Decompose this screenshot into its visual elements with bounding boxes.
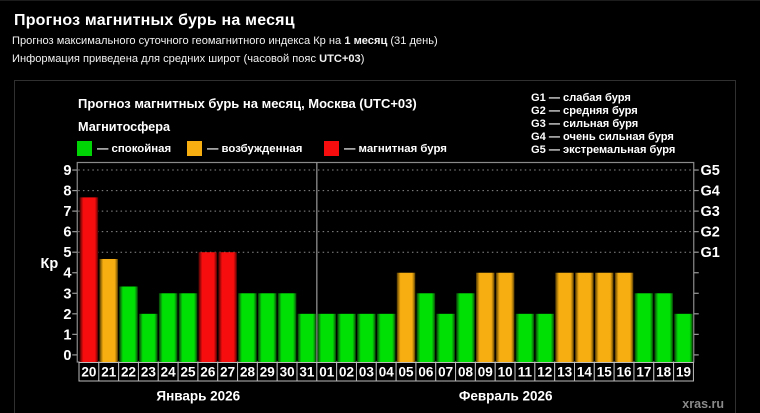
svg-text:14: 14 <box>577 365 593 380</box>
svg-text:4: 4 <box>63 266 71 282</box>
svg-text:Кр: Кр <box>41 256 59 272</box>
svg-text:G1: G1 <box>701 245 720 261</box>
svg-text:04: 04 <box>379 365 395 380</box>
svg-text:23: 23 <box>141 365 157 380</box>
svg-text:6: 6 <box>63 225 71 241</box>
svg-text:0: 0 <box>63 348 71 364</box>
svg-text:15: 15 <box>597 365 613 380</box>
svg-text:10: 10 <box>498 365 513 380</box>
svg-text:29: 29 <box>260 365 275 380</box>
svg-text:06: 06 <box>418 365 434 380</box>
svg-text:Январь 2026: Январь 2026 <box>156 389 240 404</box>
svg-text:xras.ru: xras.ru <box>682 397 724 411</box>
svg-text:7: 7 <box>63 204 71 220</box>
svg-text:11: 11 <box>518 365 533 380</box>
svg-text:20: 20 <box>81 365 96 380</box>
svg-text:26: 26 <box>200 365 216 380</box>
svg-text:01: 01 <box>319 365 335 380</box>
svg-text:02: 02 <box>339 365 354 380</box>
svg-text:16: 16 <box>617 365 633 380</box>
svg-text:31: 31 <box>299 365 315 380</box>
svg-text:G2: G2 <box>701 225 720 241</box>
svg-text:28: 28 <box>240 365 256 380</box>
svg-text:Февраль 2026: Февраль 2026 <box>459 389 553 404</box>
svg-text:9: 9 <box>63 163 71 179</box>
svg-text:12: 12 <box>537 365 552 380</box>
svg-text:24: 24 <box>161 365 177 380</box>
svg-text:17: 17 <box>636 365 651 380</box>
svg-text:1: 1 <box>63 327 71 343</box>
svg-text:13: 13 <box>557 365 573 380</box>
svg-text:18: 18 <box>656 365 672 380</box>
svg-text:30: 30 <box>280 365 295 380</box>
svg-text:07: 07 <box>438 365 453 380</box>
svg-text:05: 05 <box>399 365 415 380</box>
svg-text:03: 03 <box>359 365 375 380</box>
svg-text:08: 08 <box>458 365 474 380</box>
svg-text:25: 25 <box>180 365 196 380</box>
svg-text:27: 27 <box>220 365 235 380</box>
svg-text:G4: G4 <box>701 184 720 200</box>
svg-text:19: 19 <box>676 365 691 380</box>
svg-text:3: 3 <box>63 286 71 302</box>
svg-text:09: 09 <box>478 365 493 380</box>
svg-text:22: 22 <box>121 365 136 380</box>
svg-text:G5: G5 <box>701 163 720 179</box>
svg-text:5: 5 <box>63 245 71 261</box>
svg-text:21: 21 <box>101 365 117 380</box>
svg-text:8: 8 <box>63 184 71 200</box>
svg-text:2: 2 <box>63 307 71 323</box>
svg-text:G3: G3 <box>701 204 720 220</box>
